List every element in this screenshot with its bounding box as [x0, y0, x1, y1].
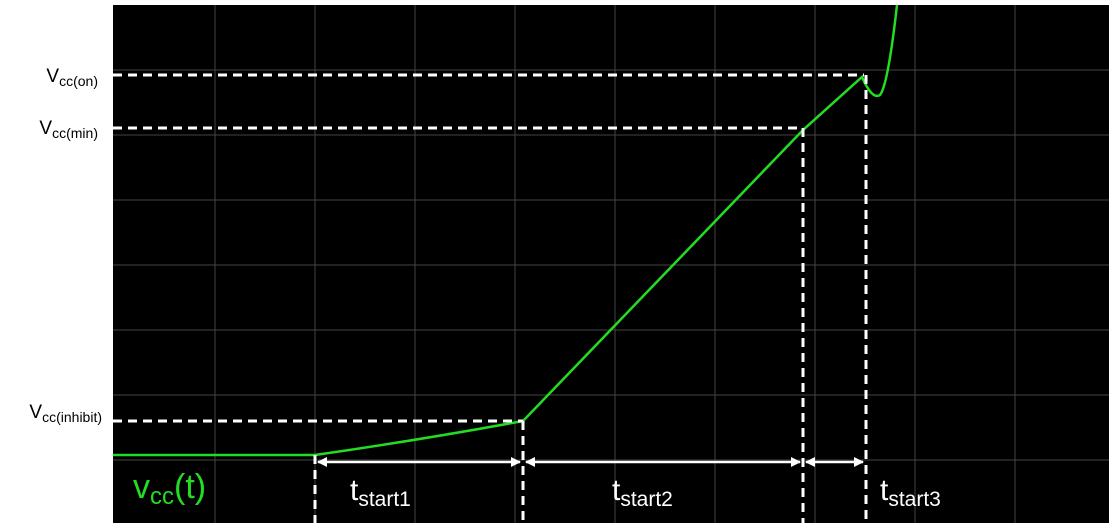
- interval-label: tstart1: [350, 474, 411, 511]
- subscript: cc(min): [52, 125, 98, 141]
- interval-label: tstart2: [612, 474, 673, 511]
- interval-label: tstart3: [880, 474, 941, 511]
- level-label: Vcc(inhibit): [29, 402, 102, 425]
- symbol: v: [133, 468, 150, 506]
- symbol: t: [880, 474, 889, 507]
- symbol: V: [39, 118, 52, 139]
- symbol: t: [350, 474, 359, 507]
- level-label: Vcc(on): [46, 66, 98, 89]
- symbol: V: [29, 402, 42, 423]
- symbol: t: [612, 474, 621, 507]
- subscript: start3: [888, 488, 941, 511]
- subscript: cc: [150, 483, 174, 510]
- suffix: (t): [174, 468, 206, 506]
- waveform: [113, 4, 899, 457]
- level-label: Vcc(min): [39, 118, 98, 141]
- symbol: V: [46, 66, 59, 87]
- scope-screen: [113, 5, 1109, 523]
- signal-label: vcc(t): [133, 468, 206, 510]
- subscript: cc(on): [59, 73, 98, 89]
- subscript: cc(inhibit): [42, 409, 102, 425]
- subscript: start2: [620, 488, 673, 511]
- subscript: start1: [358, 488, 411, 511]
- guides: [113, 73, 868, 523]
